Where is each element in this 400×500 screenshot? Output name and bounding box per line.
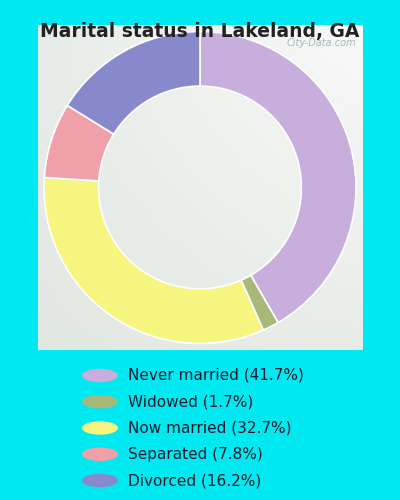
Circle shape	[82, 448, 118, 461]
Text: Now married (32.7%): Now married (32.7%)	[128, 420, 292, 436]
Text: Widowed (1.7%): Widowed (1.7%)	[128, 394, 253, 409]
Text: Marital status in Lakeland, GA: Marital status in Lakeland, GA	[40, 22, 360, 42]
Wedge shape	[241, 276, 278, 330]
Text: Never married (41.7%): Never married (41.7%)	[128, 368, 304, 383]
Circle shape	[82, 421, 118, 434]
Circle shape	[82, 474, 118, 487]
Circle shape	[82, 369, 118, 382]
Text: City-Data.com: City-Data.com	[286, 38, 356, 48]
Circle shape	[82, 395, 118, 408]
Wedge shape	[200, 32, 356, 323]
Text: Separated (7.8%): Separated (7.8%)	[128, 447, 263, 462]
Wedge shape	[44, 178, 263, 344]
Wedge shape	[44, 106, 114, 181]
Text: Divorced (16.2%): Divorced (16.2%)	[128, 473, 261, 488]
Wedge shape	[67, 32, 200, 134]
